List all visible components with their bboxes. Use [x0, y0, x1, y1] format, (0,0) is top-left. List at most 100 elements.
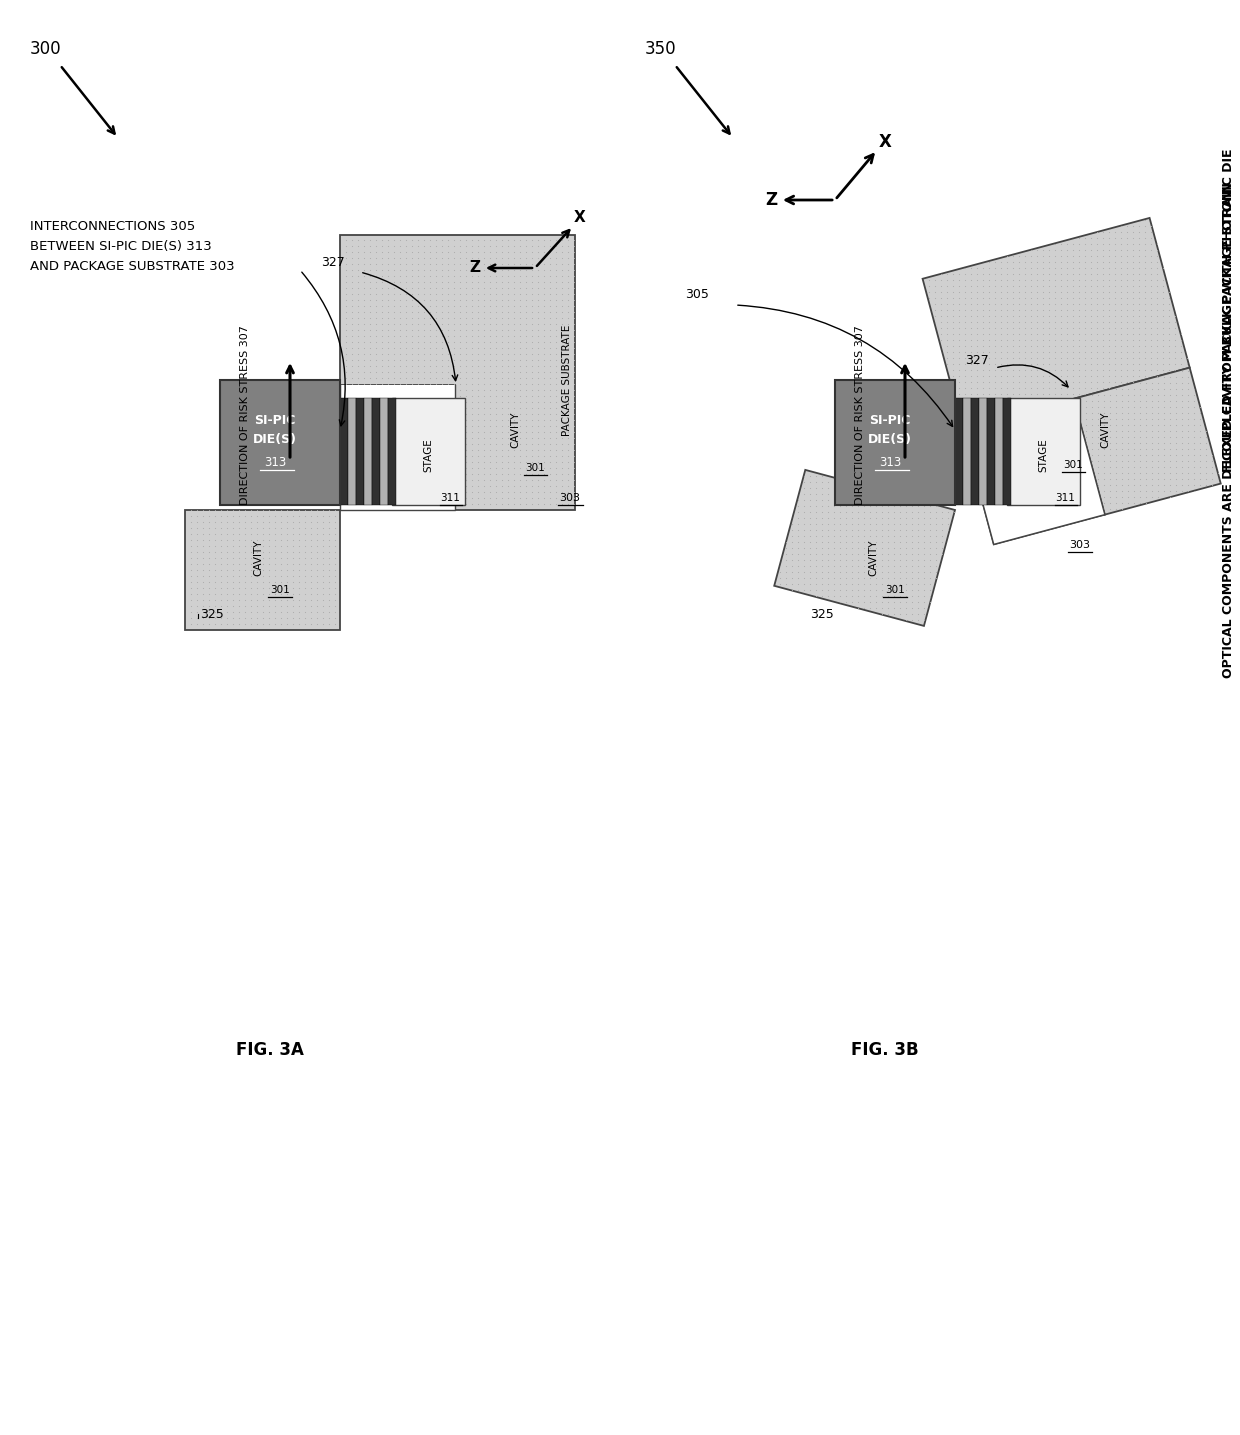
Point	[1094, 438, 1114, 461]
Point	[1147, 311, 1167, 334]
Point	[541, 366, 560, 389]
Point	[408, 234, 428, 257]
Point	[342, 271, 362, 294]
Point	[342, 294, 362, 317]
Point	[1014, 449, 1034, 472]
Point	[1008, 323, 1028, 346]
Point	[1190, 455, 1210, 478]
Point	[558, 385, 578, 408]
Point	[1142, 430, 1162, 453]
Point	[932, 501, 952, 524]
Point	[1094, 408, 1114, 430]
Point	[1154, 485, 1174, 508]
Point	[1003, 334, 1023, 357]
Point	[1178, 372, 1198, 395]
Point	[1033, 436, 1053, 459]
Point	[1086, 257, 1106, 280]
Point	[181, 583, 201, 606]
Point	[541, 415, 560, 438]
Point	[534, 415, 554, 438]
Point	[516, 396, 536, 419]
Point	[1135, 251, 1154, 274]
Point	[1094, 468, 1114, 491]
Point	[1014, 359, 1034, 382]
Point	[360, 307, 379, 330]
Point	[463, 307, 482, 330]
Point	[516, 492, 536, 515]
Point	[818, 584, 838, 607]
Point	[867, 537, 887, 560]
Point	[467, 426, 487, 449]
Point	[1003, 353, 1023, 376]
Point	[1086, 347, 1106, 370]
Point	[522, 354, 542, 377]
Point	[836, 471, 856, 494]
Point	[277, 571, 296, 594]
Point	[1099, 251, 1118, 274]
Point	[806, 482, 826, 505]
Point	[438, 366, 458, 389]
Point	[1112, 430, 1132, 453]
Point	[546, 264, 565, 287]
Point	[1190, 419, 1210, 442]
Point	[1092, 251, 1112, 274]
Point	[456, 468, 476, 491]
Point	[372, 324, 392, 347]
Point	[552, 271, 572, 294]
Point	[985, 515, 1004, 538]
Point	[205, 588, 224, 611]
Point	[1069, 353, 1089, 376]
Point	[1142, 402, 1162, 425]
Point	[1148, 389, 1168, 412]
Point	[414, 283, 434, 306]
Point	[492, 390, 512, 413]
Point	[467, 354, 487, 377]
Point	[289, 588, 309, 611]
Point	[861, 524, 880, 547]
Point	[492, 373, 512, 396]
Point	[872, 548, 892, 571]
Point	[402, 349, 422, 372]
Point	[336, 283, 356, 306]
Point	[534, 445, 554, 468]
Point	[1118, 395, 1138, 418]
Point	[985, 485, 1004, 508]
Point	[1021, 436, 1040, 459]
Point	[985, 383, 1004, 406]
Point	[1112, 443, 1132, 466]
Point	[498, 241, 518, 264]
Point	[1044, 436, 1064, 459]
Point	[552, 288, 572, 311]
Point	[432, 247, 451, 270]
Point	[1056, 293, 1076, 316]
Point	[1063, 342, 1083, 364]
Text: Z: Z	[765, 191, 777, 210]
Point	[848, 507, 868, 530]
Point	[1141, 268, 1161, 291]
Point	[312, 571, 332, 594]
Point	[978, 263, 998, 286]
Point	[265, 571, 285, 594]
Point	[942, 370, 962, 393]
Point	[541, 241, 560, 264]
Point	[1178, 474, 1198, 497]
Point	[978, 359, 998, 382]
Point	[289, 522, 309, 545]
Point	[480, 330, 500, 353]
Point	[1122, 329, 1142, 352]
Point	[420, 271, 440, 294]
Point	[236, 511, 255, 534]
Point	[1159, 474, 1179, 497]
Point	[1094, 389, 1114, 412]
Point	[972, 461, 992, 484]
Point	[1033, 317, 1053, 340]
Point	[1142, 485, 1162, 508]
Point	[978, 347, 998, 370]
Text: 300: 300	[30, 40, 62, 57]
Point	[325, 613, 345, 636]
Point	[931, 268, 951, 291]
Point	[516, 313, 536, 336]
Point	[1056, 395, 1076, 418]
Point	[1033, 287, 1053, 310]
Point	[1159, 443, 1179, 466]
